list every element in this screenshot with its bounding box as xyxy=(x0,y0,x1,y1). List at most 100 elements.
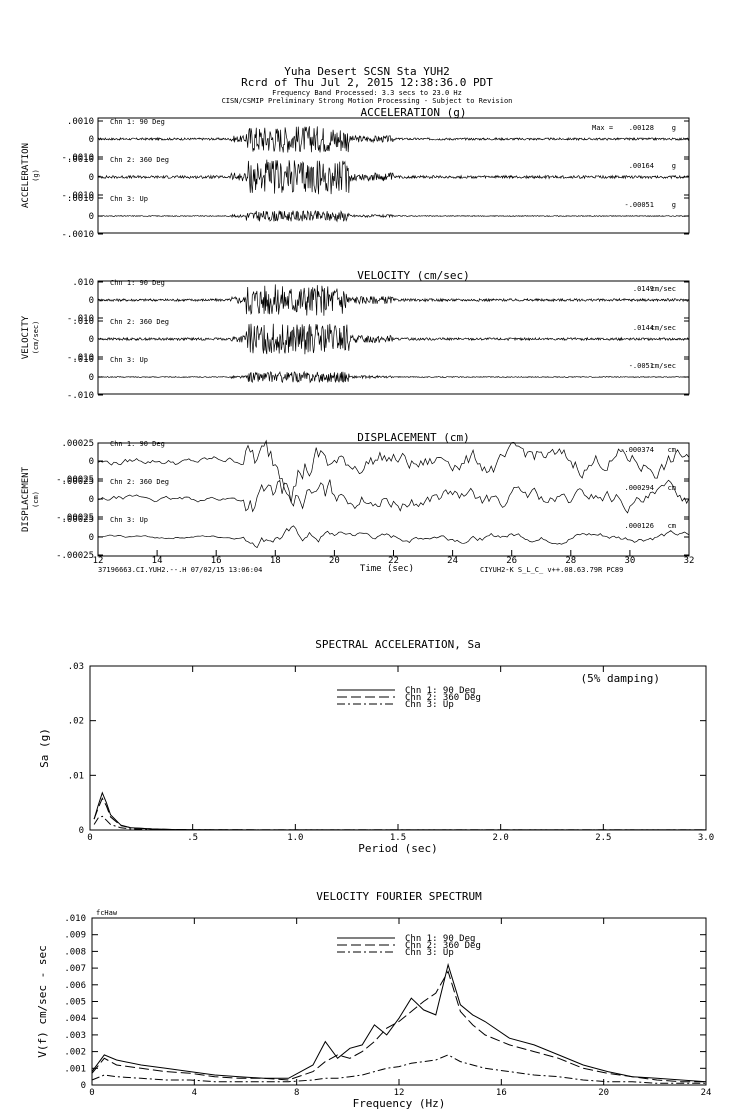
x-tick-label: 4 xyxy=(192,1088,197,1098)
header-station: Yuha Desert SCSN Sta YUH2 xyxy=(284,65,450,78)
panel-title: VELOCITY (cm/sec) xyxy=(357,269,470,282)
waveform-trace xyxy=(97,323,690,355)
x-tick-label: 20 xyxy=(598,1088,609,1098)
peak-unit: g xyxy=(672,124,676,132)
legend-label: Chn 1: 90 Deg xyxy=(405,934,475,944)
y-tick-label: .010 xyxy=(64,914,86,924)
tick-bottom: -.010 xyxy=(67,353,94,363)
peak-unit: cm/sec xyxy=(651,362,676,370)
y-tick-label: 0 xyxy=(81,1081,86,1091)
legend-label: Chn 3: Up xyxy=(405,700,454,710)
damping-note: (5% damping) xyxy=(581,672,660,685)
tick-top: .0010 xyxy=(67,155,94,165)
series-line xyxy=(93,797,706,831)
tick-top: .010 xyxy=(72,317,94,327)
corner-label: fcHaw xyxy=(96,909,118,917)
time-tick-label: 32 xyxy=(684,556,695,566)
y-tick-label: .002 xyxy=(64,1048,86,1058)
tick-bottom: -.010 xyxy=(67,391,94,401)
tick-zero: 0 xyxy=(89,373,94,383)
tick-bottom: -.00025 xyxy=(56,513,94,523)
time-axis-label: Time (sec) xyxy=(360,564,414,574)
waveform-trace xyxy=(97,159,690,195)
peak-unit: g xyxy=(672,201,676,209)
y-axis-label: V(f) cm/sec - sec xyxy=(36,945,49,1058)
panel-acceleration: ACCELERATION (g) ACCELERATION (g) .0010 0 -.0… xyxy=(21,106,690,240)
channel-label: Chn 1: 90 Deg xyxy=(110,118,165,126)
time-tick-label: 26 xyxy=(506,556,517,566)
y-tick-label: .03 xyxy=(68,662,84,672)
time-tick-label: 12 xyxy=(93,556,104,566)
channel-label: Chn 3: Up xyxy=(110,516,148,524)
panel-title: DISPLACEMENT (cm) xyxy=(357,431,470,444)
header-record-time: Rcrd of Thu Jul 2, 2015 12:38:36.0 PDT xyxy=(241,76,493,89)
x-axis-label: Period (sec) xyxy=(358,842,437,855)
waveform-trace xyxy=(97,209,690,223)
time-footer-left: 37196663.CI.YUH2.--.H 07/02/15 13:06:04 xyxy=(98,566,262,574)
time-footer-right: CIYUH2-K S_L_C_ v++.08.63.79R PC89 xyxy=(480,566,623,574)
waveform-trace xyxy=(97,525,690,549)
peak-value: -.00051 xyxy=(624,201,654,209)
x-tick-label: 0 xyxy=(87,833,92,843)
channel-label: Chn 2: 360 Deg xyxy=(110,156,169,164)
x-tick-label: 0 xyxy=(89,1088,94,1098)
channel-label: Chn 3: Up xyxy=(110,356,148,364)
y-tick-label: .004 xyxy=(64,1014,86,1024)
waveform-trace xyxy=(97,479,690,514)
panel-yunit: (cm/sec) xyxy=(32,321,40,355)
velocity-fourier-spectrum-chart: VELOCITY FOURIER SPECTRUM 0 4 8 12 16 20 24 0 .00… xyxy=(36,890,711,1110)
waveform-trace xyxy=(97,126,690,153)
tick-zero: 0 xyxy=(89,457,94,467)
tick-top: .0010 xyxy=(67,117,94,127)
channel-label: Chn 2: 360 Deg xyxy=(110,318,169,326)
peak-prefix: Max = xyxy=(592,124,613,132)
record-header: Yuha Desert SCSN Sta YUH2 Rcrd of Thu Ju… xyxy=(222,65,513,105)
y-tick-label: .001 xyxy=(64,1064,86,1074)
series-line xyxy=(91,970,706,1083)
tick-bottom: -.0010 xyxy=(61,230,94,240)
tick-top: .010 xyxy=(72,355,94,365)
panel-yunit: (g) xyxy=(32,169,40,182)
panel-title: ACCELERATION (g) xyxy=(361,106,467,119)
tick-zero: 0 xyxy=(89,135,94,145)
tick-zero: 0 xyxy=(89,533,94,543)
spectral-acceleration-chart: SPECTRAL ACCELERATION, Sa 0 .5 1.0 1.5 2.0 2.5… xyxy=(38,638,714,855)
tick-top: .00025 xyxy=(61,515,94,525)
plot-frame xyxy=(91,917,707,1086)
x-tick-label: 1.5 xyxy=(390,833,406,843)
x-tick-label: 12 xyxy=(394,1088,405,1098)
panel-ylabel: VELOCITY xyxy=(21,315,31,359)
peak-value: -.0051 xyxy=(629,362,654,370)
tick-top: .010 xyxy=(72,278,94,288)
channel-label: Chn 1: 90 Deg xyxy=(110,279,165,287)
chart-title: VELOCITY FOURIER SPECTRUM xyxy=(316,890,482,903)
tick-zero: 0 xyxy=(89,212,94,222)
x-tick-label: 24 xyxy=(701,1088,712,1098)
y-tick-label: .01 xyxy=(68,771,84,781)
time-tick-label: 28 xyxy=(565,556,576,566)
time-tick-label: 30 xyxy=(624,556,635,566)
channel-label: Chn 3: Up xyxy=(110,195,148,203)
panel-ylabel: DISPLACEMENT xyxy=(21,466,31,532)
waveform-trace xyxy=(97,370,690,384)
y-tick-label: 0 xyxy=(79,826,84,836)
tick-zero: 0 xyxy=(89,335,94,345)
time-series-panels: ACCELERATION (g) ACCELERATION (g) .0010 0 -.0… xyxy=(21,106,690,561)
time-tick-label: 14 xyxy=(152,556,163,566)
time-tick-label: 20 xyxy=(329,556,340,566)
x-tick-label: 16 xyxy=(496,1088,507,1098)
waveform-trace xyxy=(97,284,690,316)
tick-bottom: -.00025 xyxy=(56,475,94,485)
waveform-trace xyxy=(97,439,690,503)
peak-value: -.000374 xyxy=(620,446,654,454)
x-tick-label: 2.0 xyxy=(493,833,509,843)
tick-top: .0010 xyxy=(67,194,94,204)
x-tick-label: .5 xyxy=(187,833,198,843)
peak-value: .000294 xyxy=(624,484,654,492)
peak-unit: cm xyxy=(668,522,676,530)
tick-bottom: -.00025 xyxy=(56,551,94,561)
legend-label: Chn 2: 360 Deg xyxy=(405,693,481,703)
plot-frame xyxy=(89,665,707,831)
x-tick-label: 3.0 xyxy=(698,833,714,843)
panel-ylabel: ACCELERATION xyxy=(21,143,31,208)
